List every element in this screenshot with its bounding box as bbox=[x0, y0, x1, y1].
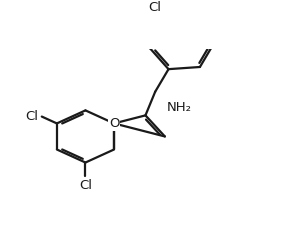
Text: O: O bbox=[109, 117, 119, 130]
Text: Cl: Cl bbox=[25, 110, 38, 123]
Text: NH₂: NH₂ bbox=[167, 101, 191, 114]
Text: Cl: Cl bbox=[79, 179, 92, 192]
Text: Cl: Cl bbox=[148, 1, 161, 14]
